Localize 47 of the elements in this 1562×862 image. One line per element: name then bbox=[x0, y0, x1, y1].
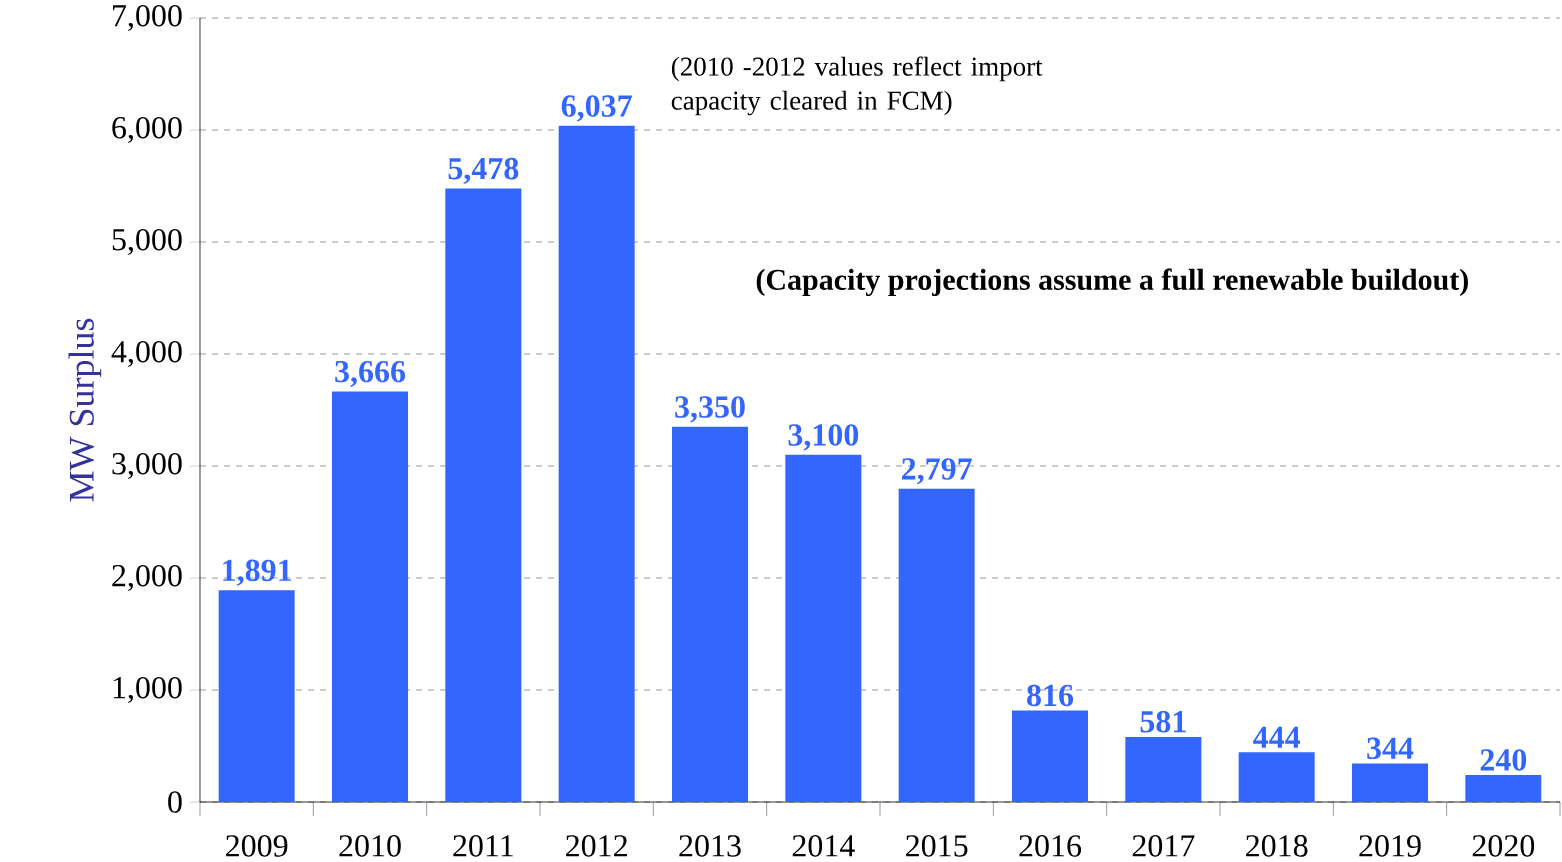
bar bbox=[332, 391, 408, 802]
bar bbox=[1238, 752, 1315, 802]
data-label: 3,100 bbox=[788, 424, 859, 451]
data-label: 5,478 bbox=[448, 157, 519, 185]
bar bbox=[1012, 710, 1089, 802]
data-label: 2,797 bbox=[902, 458, 972, 485]
data-label: 344 bbox=[1367, 737, 1414, 760]
bar bbox=[558, 125, 635, 802]
data-label: 6,037 bbox=[561, 95, 632, 122]
y-tick-label: 3,000 bbox=[112, 452, 182, 480]
y-tick-label: 1,000 bbox=[113, 676, 182, 704]
data-label: 816 bbox=[1027, 684, 1074, 707]
x-tick-label: 2019 bbox=[1359, 835, 1421, 857]
bar bbox=[898, 488, 975, 802]
data-label: 3,350 bbox=[675, 396, 745, 423]
x-tick-label: 2010 bbox=[339, 835, 401, 857]
bar bbox=[672, 426, 749, 802]
data-label: 240 bbox=[1480, 749, 1527, 771]
bar bbox=[1465, 775, 1542, 802]
data-label: 581 bbox=[1140, 710, 1186, 733]
x-tick-label: 2018 bbox=[1246, 835, 1308, 857]
data-label: 1,891 bbox=[223, 559, 291, 586]
y-axis-title: MW Surplus bbox=[68, 318, 102, 502]
x-tick-label: 2020 bbox=[1472, 835, 1535, 857]
x-tick-label: 2013 bbox=[679, 835, 741, 857]
annotation: (Capacity projections assume a full renewable buildout) bbox=[756, 268, 1468, 297]
x-tick-label: 2016 bbox=[1019, 835, 1082, 857]
x-tick-label: 2012 bbox=[566, 835, 627, 857]
data-label: 3,666 bbox=[335, 360, 406, 388]
x-tick-label: 2014 bbox=[792, 835, 855, 857]
annotation: (2010 -2012 values reflect import capacity cleared in FCM) bbox=[671, 56, 1043, 116]
y-tick-label: 0 bbox=[168, 791, 182, 813]
bar bbox=[785, 454, 862, 802]
y-tick-label: 4,000 bbox=[111, 340, 182, 368]
y-tick-label: 2,000 bbox=[112, 564, 182, 592]
bar bbox=[1352, 763, 1429, 802]
y-tick-label: 7,000 bbox=[113, 4, 182, 32]
x-tick-label: 2011 bbox=[453, 835, 513, 857]
bar bbox=[218, 590, 295, 802]
bar bbox=[445, 188, 522, 802]
x-tick-label: 2017 bbox=[1132, 835, 1195, 857]
y-tick-label: 5,000 bbox=[112, 228, 182, 256]
x-tick-label: 2009 bbox=[226, 835, 288, 857]
bar bbox=[1125, 736, 1202, 802]
data-label: 444 bbox=[1253, 726, 1301, 748]
x-tick-label: 2015 bbox=[906, 835, 968, 857]
y-tick-label: 6,000 bbox=[112, 116, 182, 144]
